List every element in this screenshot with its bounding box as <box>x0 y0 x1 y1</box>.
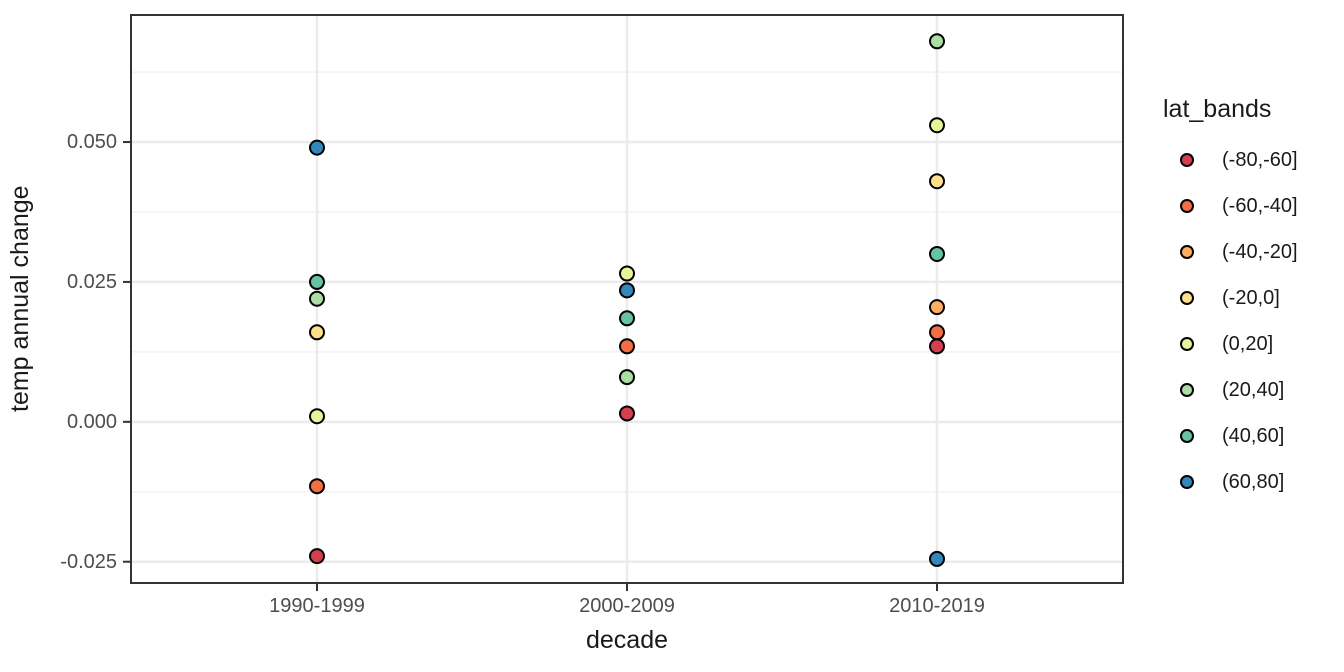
legend-point-icon <box>1180 245 1194 259</box>
legend-item: (60,80] <box>1163 459 1343 505</box>
data-point <box>619 405 635 422</box>
legend-label: (-40,-20] <box>1222 240 1298 263</box>
legend-item: (40,60] <box>1163 413 1343 459</box>
data-point <box>929 324 945 341</box>
legend-item: (20,40] <box>1163 367 1343 413</box>
data-point <box>929 299 945 316</box>
y-tick-label: 0.025 <box>66 270 117 293</box>
data-point <box>309 478 325 495</box>
legend-point-icon <box>1180 429 1194 443</box>
legend-item: (0,20] <box>1163 321 1343 367</box>
legend-key <box>1163 245 1211 259</box>
legend-item: (-40,-20] <box>1163 229 1343 275</box>
data-point <box>619 338 635 355</box>
data-point <box>309 273 325 290</box>
data-point <box>929 33 945 50</box>
legend-items: (-80,-60] (-60,-40] (-40,-20] (-20,0] (0,20]… <box>1163 137 1343 505</box>
data-point <box>929 550 945 567</box>
legend-label: (20,40] <box>1222 378 1285 401</box>
legend-point-icon <box>1180 337 1194 351</box>
legend-label: (-20,0] <box>1222 286 1280 309</box>
data-point <box>929 173 945 190</box>
legend-point-icon <box>1180 291 1194 305</box>
legend-key <box>1163 291 1211 305</box>
legend-point-icon <box>1180 475 1194 489</box>
y-tick-label: -0.025 <box>60 550 117 573</box>
data-point <box>619 369 635 386</box>
data-point <box>309 324 325 341</box>
data-point <box>619 282 635 299</box>
y-axis-title: temp annual change <box>6 185 34 413</box>
legend-key <box>1163 475 1211 489</box>
legend-label: (60,80] <box>1222 470 1285 493</box>
legend-label: (-80,-60] <box>1222 148 1298 171</box>
legend-label: (40,60] <box>1222 424 1285 447</box>
legend: lat_bands (-80,-60] (-60,-40] (-40,-20] (-2… <box>1163 94 1343 505</box>
legend-key <box>1163 383 1211 397</box>
legend-key <box>1163 337 1211 351</box>
data-point <box>929 338 945 355</box>
data-point <box>309 548 325 565</box>
legend-item: (-80,-60] <box>1163 137 1343 183</box>
legend-label: (0,20] <box>1222 332 1274 355</box>
data-point <box>619 310 635 327</box>
data-point <box>929 245 945 262</box>
x-tick-label: 2000-2009 <box>579 595 675 617</box>
data-point <box>309 290 325 307</box>
x-axis-title: decade <box>585 626 669 654</box>
data-point <box>309 139 325 156</box>
legend-label: (-60,-40] <box>1222 194 1298 217</box>
x-tick-label: 2010-2019 <box>889 595 985 617</box>
legend-point-icon <box>1180 199 1194 213</box>
legend-item: (-60,-40] <box>1163 183 1343 229</box>
x-tick-label: 1990-1999 <box>269 595 365 617</box>
legend-key <box>1163 429 1211 443</box>
data-point <box>619 265 635 282</box>
legend-title: lat_bands <box>1163 95 1272 123</box>
legend-key <box>1163 199 1211 213</box>
legend-key <box>1163 153 1211 167</box>
legend-point-icon <box>1180 383 1194 397</box>
data-point <box>309 408 325 425</box>
legend-item: (-20,0] <box>1163 275 1343 321</box>
y-tick-label: 0.050 <box>66 131 117 154</box>
data-point <box>929 117 945 134</box>
legend-point-icon <box>1180 153 1194 167</box>
y-tick-label: 0.000 <box>66 410 117 433</box>
